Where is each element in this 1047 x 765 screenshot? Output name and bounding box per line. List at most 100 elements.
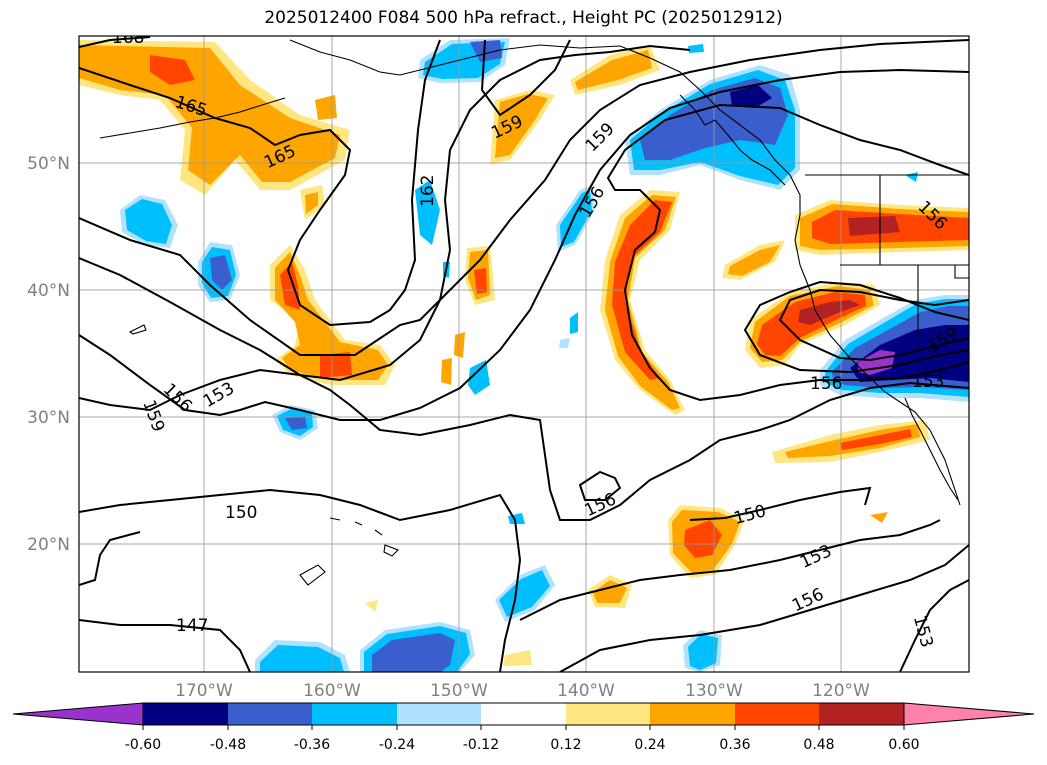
lat-label: 30°N	[27, 408, 70, 428]
colorbar-bin	[312, 703, 397, 725]
height-contours	[79, 36, 969, 672]
contour-159-east	[778, 288, 969, 362]
contour-156-closed	[578, 470, 622, 501]
contour-162	[79, 44, 691, 382]
contour-label-group: 168 165 165 159 159 162 156 156 159 153 …	[112, 28, 962, 650]
lat-label: 20°N	[27, 535, 70, 555]
contour-156-south	[559, 544, 969, 672]
colorbar-tick-label: -0.24	[379, 737, 415, 753]
positive-anomaly-arc	[320, 352, 352, 378]
contour-159	[79, 39, 969, 356]
negative-anomaly	[260, 645, 344, 672]
positive-anomaly	[684, 520, 722, 558]
positive-anomaly	[441, 358, 452, 385]
negative-anomaly	[499, 570, 550, 617]
colorbar-bin	[397, 703, 481, 725]
positive-anomaly-arc	[275, 252, 388, 380]
positive-anomaly	[474, 268, 487, 294]
contour-156-east	[743, 280, 969, 374]
positive-anomaly-ne	[848, 216, 900, 236]
contour-label: 147	[176, 616, 208, 636]
positive-anomaly	[365, 600, 378, 612]
contour-153-south	[519, 519, 941, 621]
contour-label: 153	[912, 372, 944, 392]
latitude-labels: 50°N 40°N 30°N 20°N	[27, 154, 70, 555]
contour-150	[79, 488, 522, 672]
colorbar-bin	[143, 703, 228, 725]
contour-156-ridge-north	[606, 103, 969, 233]
map-title: 2025012400 F084 500 hPa refract., Height…	[264, 8, 783, 28]
contour-label: 168	[112, 28, 144, 48]
negative-anomaly-bc	[730, 85, 772, 108]
contour-label: 162	[418, 175, 438, 207]
positive-anomaly-band	[612, 200, 672, 380]
colorbar-bin	[735, 703, 819, 725]
alaska-coast	[289, 39, 811, 291]
lon-label: 160°W	[303, 681, 361, 701]
lon-label: 150°W	[430, 681, 488, 701]
lon-label: 140°W	[557, 681, 615, 701]
contour-165	[79, 39, 441, 327]
contour-147	[79, 619, 251, 672]
colorbar-tick-label: 0.48	[803, 737, 834, 753]
lon-label: 130°W	[685, 681, 743, 701]
contour-156-west	[79, 68, 969, 421]
baja-california	[904, 397, 959, 501]
contour-156-ridge	[623, 231, 969, 402]
state-border-ca	[840, 264, 919, 340]
negative-anomaly	[415, 180, 440, 245]
contour-150-east	[689, 486, 872, 521]
positive-anomaly-arc	[280, 262, 300, 310]
island	[128, 324, 147, 335]
bc-islands	[679, 94, 786, 186]
colorbar-bin	[819, 703, 904, 725]
lat-label: 50°N	[27, 154, 70, 174]
us-west-coast	[809, 289, 961, 506]
aleutian-islands	[99, 97, 286, 139]
colorbar-tick-label: 0.60	[888, 737, 919, 753]
negative-anomaly	[470, 40, 502, 62]
colorbar-tick-label: -0.12	[463, 737, 499, 753]
negative-anomaly	[372, 633, 455, 672]
contour-153-se	[899, 579, 969, 672]
colorbar-bin	[566, 703, 650, 725]
negative-anomaly	[468, 360, 490, 395]
colorbar-ticks	[142, 725, 905, 730]
island	[299, 564, 326, 586]
positive-anomaly	[575, 50, 652, 90]
negative-anomaly	[688, 634, 718, 670]
positive-anomaly	[305, 192, 318, 214]
colorbar-tick-label: -0.36	[294, 737, 330, 753]
colorbar: -0.60 -0.48 -0.36 -0.24 -0.12 0.12 0.24 …	[12, 702, 1035, 753]
contour-159-trough	[480, 39, 571, 117]
colorbar-bin	[650, 703, 735, 725]
hawaii	[329, 517, 399, 557]
positive-anomaly	[870, 512, 888, 523]
contour-144	[79, 531, 141, 586]
colorbar-outline	[142, 702, 905, 726]
colorbar-extend-max	[903, 702, 1035, 726]
longitude-labels: 170°W 160°W 150°W 140°W 130°W 120°W	[175, 681, 870, 701]
contour-label: 156	[810, 374, 842, 394]
lon-label: 170°W	[175, 681, 233, 701]
colorbar-bin	[481, 703, 566, 725]
positive-anomaly	[503, 650, 532, 666]
negative-anomaly	[285, 416, 307, 430]
state-border	[954, 265, 969, 279]
negative-anomaly	[559, 338, 570, 348]
colorbar-tick-label: 0.24	[634, 737, 665, 753]
colorbar-tick-label: -0.48	[210, 737, 246, 753]
contour-168	[79, 36, 151, 48]
contour-153	[79, 368, 969, 521]
colorbar-bin	[228, 703, 312, 725]
negative-anomaly	[688, 44, 704, 53]
negative-anomaly	[570, 312, 578, 334]
contour-label: 150	[225, 503, 257, 523]
colorbar-tick-label: -0.60	[125, 737, 161, 753]
colorbar-extend-min	[12, 702, 144, 726]
map-content: 168 165 165 159 159 162 156 156 159 153 …	[79, 28, 969, 672]
colorbar-tick-label: 0.12	[550, 737, 581, 753]
negative-anomaly	[210, 255, 232, 290]
lon-label: 120°W	[812, 681, 870, 701]
